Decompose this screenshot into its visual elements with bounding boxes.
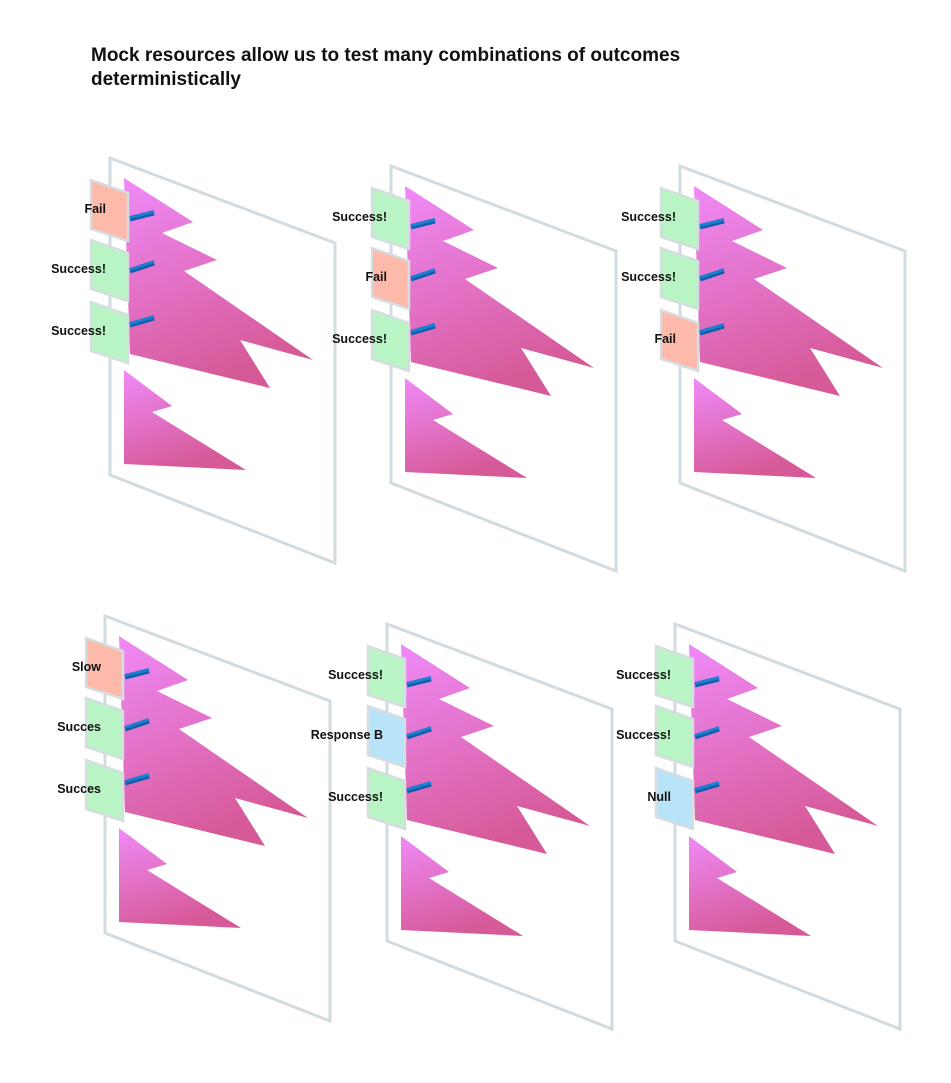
mock-outcome-box-success <box>89 300 130 365</box>
outcome-label: Success! <box>332 210 387 224</box>
resource-frame <box>389 163 618 574</box>
mock-outcome-box-success <box>366 766 407 831</box>
mock-connector <box>406 726 432 737</box>
scenario-panel-4: Slow Succes Succes <box>57 613 332 1024</box>
mock-connector <box>124 773 150 783</box>
mock-connector <box>410 268 436 279</box>
mock-outcome-box-success <box>654 644 695 709</box>
mock-connector <box>694 726 720 737</box>
mock-outcome-box-info <box>654 766 695 831</box>
mock-outcome-box-success <box>659 186 700 251</box>
outcome-label: Success! <box>328 668 383 682</box>
component-tree-bottom <box>119 828 241 928</box>
component-tree-bottom <box>401 836 523 936</box>
mock-outcome-box-success <box>89 238 130 303</box>
component-tree-top <box>124 178 313 388</box>
resource-frame <box>385 621 614 1032</box>
mock-connector <box>129 260 155 271</box>
resource-frame <box>673 621 902 1032</box>
outcome-label: Succes <box>57 782 101 796</box>
resource-frame <box>108 155 337 566</box>
scenario-panel-6: Success! Success! Null <box>616 621 902 1032</box>
mock-connector <box>406 781 432 791</box>
mock-connector <box>124 668 150 677</box>
scenario-panel-3: Success! Success! Fail <box>621 163 907 574</box>
mock-connector <box>694 676 720 685</box>
outcome-label: Success! <box>51 324 106 338</box>
resource-frame <box>678 163 907 574</box>
component-tree-bottom <box>694 378 816 478</box>
outcome-label: Success! <box>51 262 106 276</box>
mock-connector <box>410 323 436 333</box>
mock-outcome-box-fail <box>89 178 130 243</box>
component-tree-bottom <box>405 378 527 478</box>
component-tree-top <box>694 186 883 396</box>
mock-outcome-box-fail <box>84 636 125 701</box>
outcome-label: Slow <box>72 660 101 674</box>
outcome-label: Fail <box>365 270 387 284</box>
component-tree-top <box>119 636 308 846</box>
mock-connector <box>699 323 725 333</box>
mock-outcome-box-info <box>366 704 407 769</box>
outcome-label: Null <box>647 790 671 804</box>
outcome-label: Success! <box>621 210 676 224</box>
page-title: Mock resources allow us to test many com… <box>91 45 681 90</box>
mock-connector <box>699 268 725 279</box>
mock-connector <box>694 781 720 791</box>
scenario-panel-1: Fail Success! Success! <box>51 155 337 566</box>
scenario-panel-2: Success! Fail Success! <box>332 163 618 574</box>
mock-outcome-box-success <box>370 308 411 373</box>
outcome-label: Response B <box>311 728 383 742</box>
scenario-panel-5: Success! Response B Success! <box>311 621 614 1032</box>
outcome-label: Success! <box>328 790 383 804</box>
outcome-label: Success! <box>616 668 671 682</box>
mock-outcome-box-success <box>366 644 407 709</box>
mock-outcome-box-fail <box>659 308 700 373</box>
mock-outcome-box-fail <box>370 246 411 311</box>
outcome-label: Fail <box>84 202 106 216</box>
resource-frame <box>103 613 332 1024</box>
outcome-label: Success! <box>621 270 676 284</box>
component-tree-top <box>405 186 594 396</box>
mock-outcome-box-success <box>659 246 700 311</box>
mock-outcome-box-success <box>84 696 125 761</box>
outcome-label: Success! <box>332 332 387 346</box>
mock-connector <box>410 218 436 227</box>
mock-outcome-box-success <box>84 758 125 823</box>
component-tree-bottom <box>689 836 811 936</box>
mock-outcome-box-success <box>370 186 411 251</box>
mock-outcome-box-success <box>654 704 695 769</box>
component-tree-top <box>689 644 878 854</box>
outcome-label: Success! <box>616 728 671 742</box>
component-tree-bottom <box>124 370 246 470</box>
mock-connector <box>406 676 432 685</box>
mock-connector <box>124 718 150 729</box>
component-tree-top <box>401 644 590 854</box>
mock-connector <box>129 315 155 325</box>
outcome-label: Fail <box>654 332 676 346</box>
outcome-label: Succes <box>57 720 101 734</box>
mock-connector <box>129 210 155 219</box>
mock-connector <box>699 218 725 227</box>
